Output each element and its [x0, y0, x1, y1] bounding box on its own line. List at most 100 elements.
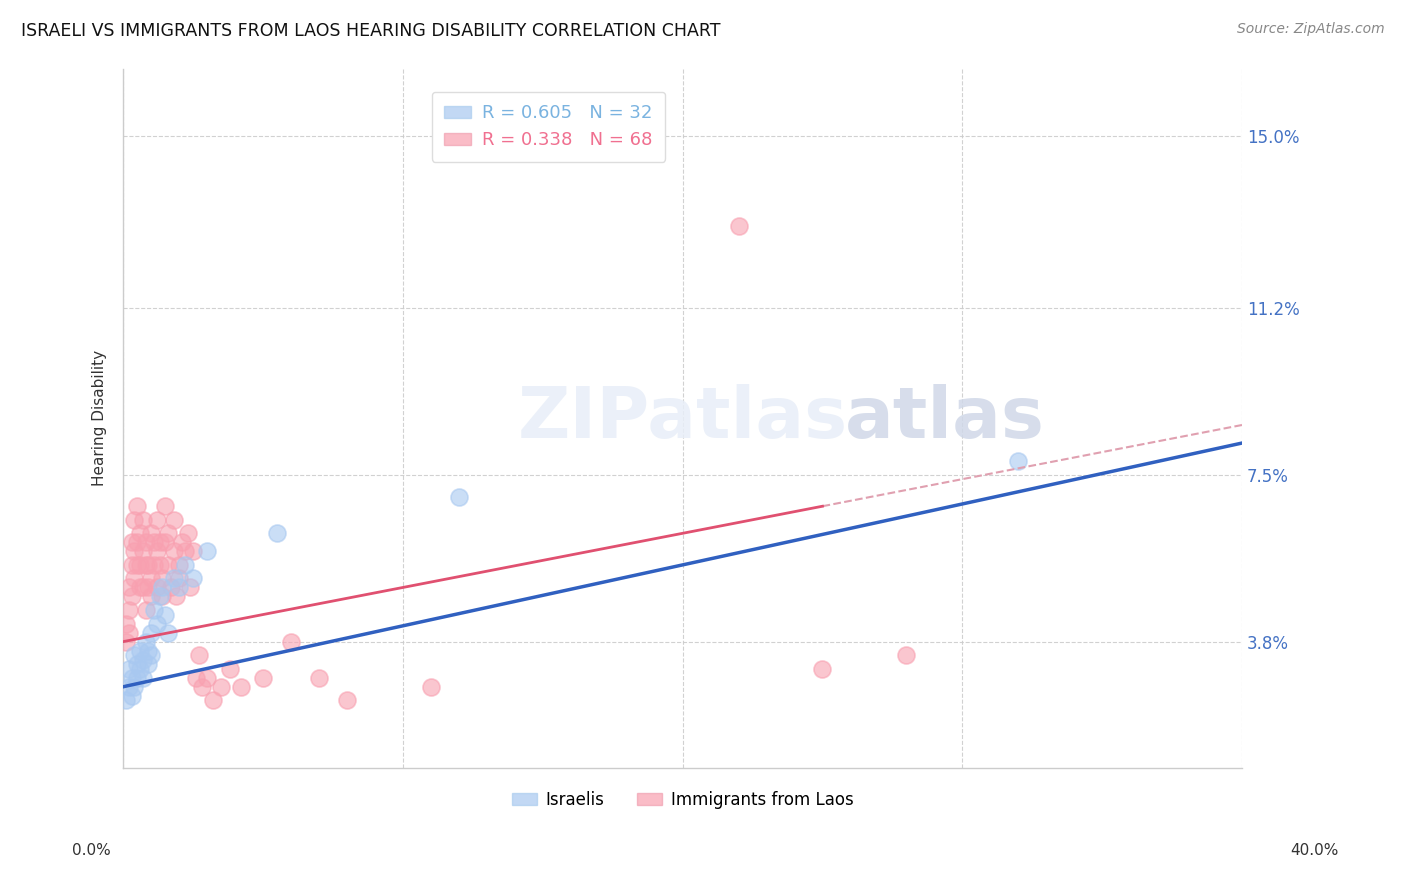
Point — [152, 581, 174, 595]
Text: 40.0%: 40.0% — [1291, 843, 1339, 858]
Point — [167, 571, 190, 585]
Point — [152, 571, 174, 585]
Point — [118, 625, 141, 640]
Point — [124, 571, 146, 585]
Point — [308, 671, 330, 685]
Text: Source: ZipAtlas.com: Source: ZipAtlas.com — [1237, 22, 1385, 37]
Point — [115, 693, 138, 707]
Point — [157, 526, 180, 541]
Point — [195, 544, 218, 558]
Point — [135, 634, 157, 648]
Point — [727, 219, 749, 234]
Point — [146, 544, 169, 558]
Point — [124, 513, 146, 527]
Point — [115, 634, 138, 648]
Point — [149, 590, 172, 604]
Point — [118, 581, 141, 595]
Text: 0.0%: 0.0% — [72, 843, 111, 858]
Text: ISRAELI VS IMMIGRANTS FROM LAOS HEARING DISABILITY CORRELATION CHART: ISRAELI VS IMMIGRANTS FROM LAOS HEARING … — [21, 22, 721, 40]
Point — [181, 571, 204, 585]
Point — [149, 535, 172, 549]
Point — [132, 653, 155, 667]
Point — [121, 558, 143, 572]
Point — [138, 581, 160, 595]
Point — [157, 625, 180, 640]
Point — [127, 657, 149, 672]
Point — [229, 680, 252, 694]
Point — [447, 490, 470, 504]
Point — [149, 558, 172, 572]
Point — [155, 535, 177, 549]
Point — [167, 581, 190, 595]
Point — [167, 558, 190, 572]
Point — [121, 535, 143, 549]
Point — [152, 590, 174, 604]
Y-axis label: Hearing Disability: Hearing Disability — [93, 351, 107, 486]
Point — [129, 643, 152, 657]
Point — [155, 500, 177, 514]
Point — [124, 680, 146, 694]
Point — [141, 648, 163, 662]
Point — [124, 544, 146, 558]
Point — [163, 544, 186, 558]
Point — [127, 671, 149, 685]
Point — [176, 526, 198, 541]
Point — [155, 607, 177, 622]
Point — [129, 581, 152, 595]
Point — [173, 558, 195, 572]
Point — [121, 689, 143, 703]
Point — [173, 544, 195, 558]
Point — [811, 662, 834, 676]
Point — [132, 581, 155, 595]
Point — [118, 680, 141, 694]
Point — [132, 671, 155, 685]
Point — [138, 558, 160, 572]
Point — [135, 603, 157, 617]
Point — [146, 513, 169, 527]
Text: atlas: atlas — [845, 384, 1045, 453]
Point — [143, 535, 166, 549]
Text: ZIPatlas: ZIPatlas — [517, 384, 848, 453]
Point — [129, 558, 152, 572]
Point — [146, 581, 169, 595]
Point — [1007, 454, 1029, 468]
Point — [138, 657, 160, 672]
Point — [135, 558, 157, 572]
Point — [201, 693, 224, 707]
Point — [127, 535, 149, 549]
Point — [138, 643, 160, 657]
Point — [336, 693, 359, 707]
Point — [266, 526, 288, 541]
Point — [141, 571, 163, 585]
Point — [209, 680, 232, 694]
Point — [127, 558, 149, 572]
Point — [141, 590, 163, 604]
Point — [420, 680, 443, 694]
Point — [190, 680, 212, 694]
Point — [115, 616, 138, 631]
Point — [252, 671, 274, 685]
Point — [132, 513, 155, 527]
Point — [141, 526, 163, 541]
Point — [163, 513, 186, 527]
Point — [146, 616, 169, 631]
Point — [184, 671, 207, 685]
Point — [124, 648, 146, 662]
Point — [121, 671, 143, 685]
Point — [135, 535, 157, 549]
Point — [218, 662, 240, 676]
Point — [129, 526, 152, 541]
Point — [160, 581, 183, 595]
Point — [118, 603, 141, 617]
Legend: Israelis, Immigrants from Laos: Israelis, Immigrants from Laos — [505, 784, 860, 815]
Point — [121, 590, 143, 604]
Point — [143, 603, 166, 617]
Point — [163, 571, 186, 585]
Point — [179, 581, 201, 595]
Point — [181, 544, 204, 558]
Point — [129, 662, 152, 676]
Point — [143, 558, 166, 572]
Point — [157, 558, 180, 572]
Point — [118, 662, 141, 676]
Point — [132, 544, 155, 558]
